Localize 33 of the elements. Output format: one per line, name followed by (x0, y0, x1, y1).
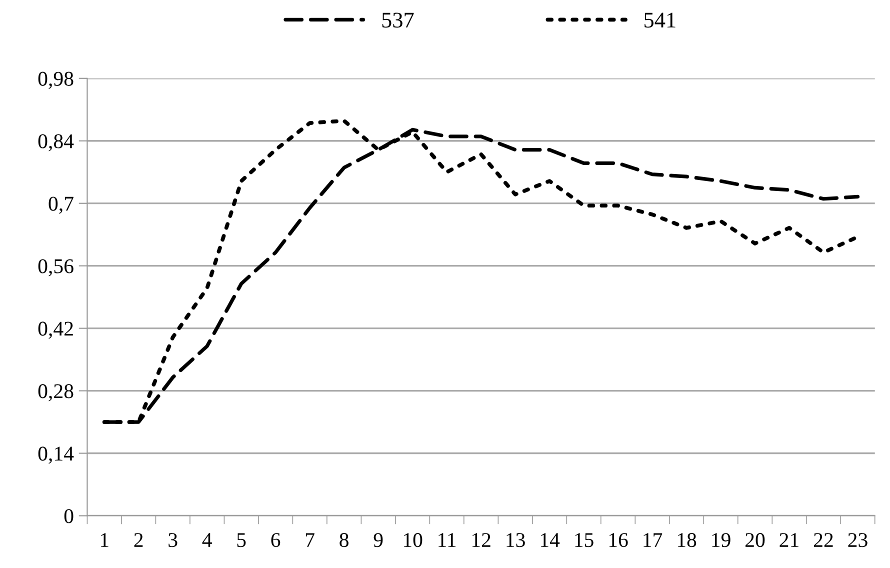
x-tick-label: 2 (134, 533, 143, 547)
x-tick-label: 7 (306, 533, 314, 547)
x-tick-label: 20 (746, 533, 765, 548)
x-tick-label: 15 (575, 533, 594, 548)
x-tick-label: 9 (374, 533, 383, 548)
x-tick-label: 18 (678, 533, 696, 548)
y-tick-label: 0,7 (48, 196, 74, 214)
x-tick-label: 3 (168, 533, 178, 548)
x-tick-label: 17 (644, 533, 662, 547)
x-tick-label: 4 (202, 533, 212, 547)
x-tick-label: 12 (472, 533, 490, 547)
x-tick-label: 16 (609, 533, 628, 548)
y-tick-label: 0,42 (38, 322, 73, 339)
x-tick-label: 1 (100, 533, 108, 547)
x-tick-label: 23 (848, 533, 868, 548)
legend-label: 537 (382, 12, 414, 28)
y-tick-label: 0,28 (38, 384, 74, 402)
x-tick-label: 14 (540, 533, 560, 547)
x-tick-label: 6 (271, 533, 280, 548)
x-tick-label: 19 (712, 533, 730, 548)
x-tick-label: 22 (814, 533, 833, 547)
x-tick-label: 21 (780, 533, 798, 547)
x-tick-label: 13 (506, 533, 525, 548)
x-tick-label: 8 (340, 533, 348, 548)
y-tick-label: 0,98 (38, 72, 74, 89)
legend-label: 541 (644, 12, 676, 28)
y-tick-label: 0,84 (38, 134, 74, 152)
y-tick-label: 0 (64, 509, 74, 524)
y-tick-label: 0,56 (38, 259, 74, 276)
y-tick-label: 0,14 (38, 446, 74, 464)
x-tick-label: 10 (404, 533, 422, 548)
x-tick-label: 5 (237, 533, 246, 548)
x-tick-label: 11 (438, 533, 456, 547)
